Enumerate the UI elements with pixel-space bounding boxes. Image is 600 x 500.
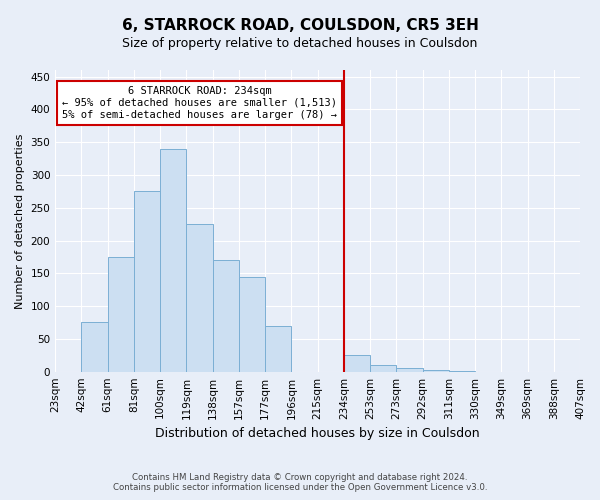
Text: Size of property relative to detached houses in Coulsdon: Size of property relative to detached ho… [122, 38, 478, 51]
Bar [449, 371, 475, 372]
Bar [239, 276, 265, 372]
Bar [397, 368, 422, 372]
Text: 6 STARROCK ROAD: 234sqm
← 95% of detached houses are smaller (1,513)
5% of semi-: 6 STARROCK ROAD: 234sqm ← 95% of detache… [62, 86, 337, 120]
Bar [160, 148, 187, 372]
Bar [107, 257, 134, 372]
Text: Contains HM Land Registry data © Crown copyright and database right 2024.
Contai: Contains HM Land Registry data © Crown c… [113, 473, 487, 492]
Bar [134, 192, 160, 372]
Bar [265, 326, 292, 372]
X-axis label: Distribution of detached houses by size in Coulsdon: Distribution of detached houses by size … [155, 427, 480, 440]
Bar [370, 365, 397, 372]
Bar [212, 260, 239, 372]
Y-axis label: Number of detached properties: Number of detached properties [15, 133, 25, 308]
Bar [82, 322, 107, 372]
Text: 6, STARROCK ROAD, COULSDON, CR5 3EH: 6, STARROCK ROAD, COULSDON, CR5 3EH [122, 18, 478, 32]
Bar [187, 224, 212, 372]
Bar [344, 356, 370, 372]
Bar [422, 370, 449, 372]
